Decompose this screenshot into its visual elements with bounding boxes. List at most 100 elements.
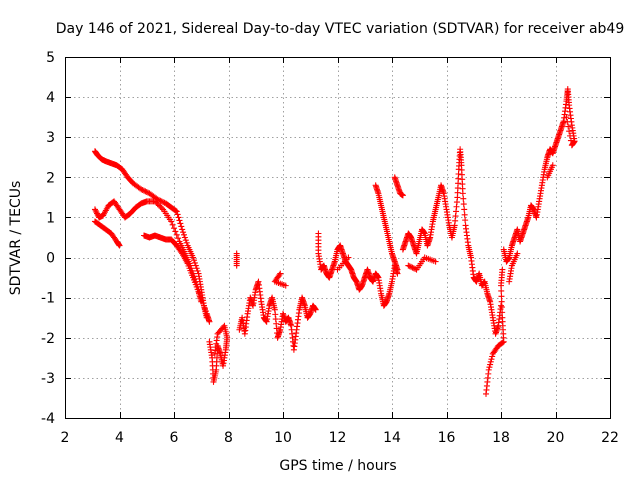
- x-axis-label: GPS time / hours: [279, 458, 396, 474]
- x-tick-label: 16: [438, 430, 456, 446]
- data-point: [172, 207, 179, 214]
- data-point: [399, 192, 406, 199]
- data-point: [282, 282, 289, 289]
- data-points: [91, 86, 578, 397]
- data-point: [173, 208, 180, 215]
- data-point: [498, 302, 504, 309]
- series-track-f: [233, 250, 319, 353]
- x-tick-label: 10: [274, 430, 292, 446]
- data-point: [488, 356, 495, 363]
- data-point: [460, 201, 467, 208]
- y-tick-label: -2: [41, 331, 55, 347]
- data-point: [486, 364, 493, 371]
- data-point: [176, 217, 183, 224]
- y-tick-label: 2: [46, 170, 55, 186]
- data-point: [215, 329, 222, 336]
- data-point: [233, 262, 240, 269]
- data-point: [312, 306, 319, 313]
- x-tick-label: 2: [61, 430, 70, 446]
- data-point: [345, 254, 352, 261]
- data-point: [157, 203, 164, 210]
- data-point: [499, 314, 506, 321]
- data-point: [153, 199, 160, 206]
- y-tick-label: 3: [46, 130, 55, 146]
- data-point: [498, 287, 505, 294]
- data-point: [183, 239, 190, 246]
- data-point: [141, 187, 148, 194]
- series-track-j: [399, 146, 504, 337]
- data-point: [160, 199, 167, 206]
- data-point: [202, 308, 209, 315]
- data-point: [94, 210, 101, 217]
- data-point: [174, 211, 181, 218]
- data-point: [201, 305, 208, 312]
- data-point: [498, 304, 505, 311]
- data-point: [410, 265, 417, 272]
- data-point: [412, 265, 419, 272]
- data-point: [192, 262, 199, 269]
- x-tick-label: 20: [547, 430, 565, 446]
- data-point: [461, 206, 468, 213]
- data-point: [158, 198, 165, 205]
- data-point: [194, 267, 201, 274]
- data-point: [191, 259, 198, 266]
- data-point: [432, 258, 439, 265]
- data-point: [498, 298, 505, 305]
- data-point: [171, 225, 177, 232]
- data-point: [93, 209, 100, 216]
- data-point: [175, 235, 182, 242]
- data-point: [156, 202, 163, 209]
- data-point: [489, 353, 496, 360]
- data-point: [193, 265, 200, 272]
- data-point: [567, 137, 574, 144]
- data-point: [169, 221, 176, 228]
- y-tick-label: 1: [46, 210, 55, 226]
- data-point: [142, 188, 149, 195]
- data-point: [92, 207, 99, 214]
- data-point: [116, 242, 123, 249]
- data-point: [156, 197, 163, 204]
- data-point: [151, 198, 158, 205]
- data-point: [459, 190, 466, 197]
- data-point: [180, 229, 187, 236]
- y-tick-label: 5: [46, 50, 55, 66]
- series-track-l: [500, 86, 578, 285]
- data-point: [499, 339, 506, 346]
- x-tick-label: 4: [115, 430, 124, 446]
- data-point: [190, 254, 197, 261]
- data-point: [461, 211, 468, 218]
- data-point: [200, 302, 207, 309]
- data-point: [211, 350, 218, 357]
- data-point: [175, 214, 182, 221]
- data-point: [498, 293, 505, 300]
- x-tick-label: 22: [601, 430, 619, 446]
- data-point: [178, 249, 185, 256]
- data-point: [198, 298, 205, 305]
- y-tick-label: -4: [41, 411, 55, 427]
- x-tick-label: 18: [492, 430, 510, 446]
- x-tick-label: 14: [383, 430, 401, 446]
- data-point: [190, 257, 197, 264]
- data-point: [91, 206, 98, 213]
- series-track-i: [391, 174, 406, 199]
- x-tick-label: 6: [170, 430, 179, 446]
- x-tick-label: 8: [224, 430, 233, 446]
- data-point: [139, 187, 146, 194]
- data-point: [487, 361, 494, 368]
- data-point: [179, 226, 186, 233]
- data-point: [177, 220, 184, 227]
- data-point: [564, 118, 571, 125]
- series-track-h: [372, 182, 401, 273]
- data-point: [409, 264, 416, 271]
- data-point: [565, 123, 572, 130]
- chart-title: Day 146 of 2021, Sidereal Day-to-day VTE…: [56, 21, 625, 37]
- data-point: [143, 189, 150, 196]
- data-point: [154, 201, 161, 208]
- y-axis-label: SDTVAR / TECUs: [8, 181, 24, 296]
- y-tick-label: -1: [41, 291, 55, 307]
- data-point: [178, 223, 185, 230]
- data-point: [172, 228, 179, 235]
- y-tick-label: 0: [46, 251, 55, 267]
